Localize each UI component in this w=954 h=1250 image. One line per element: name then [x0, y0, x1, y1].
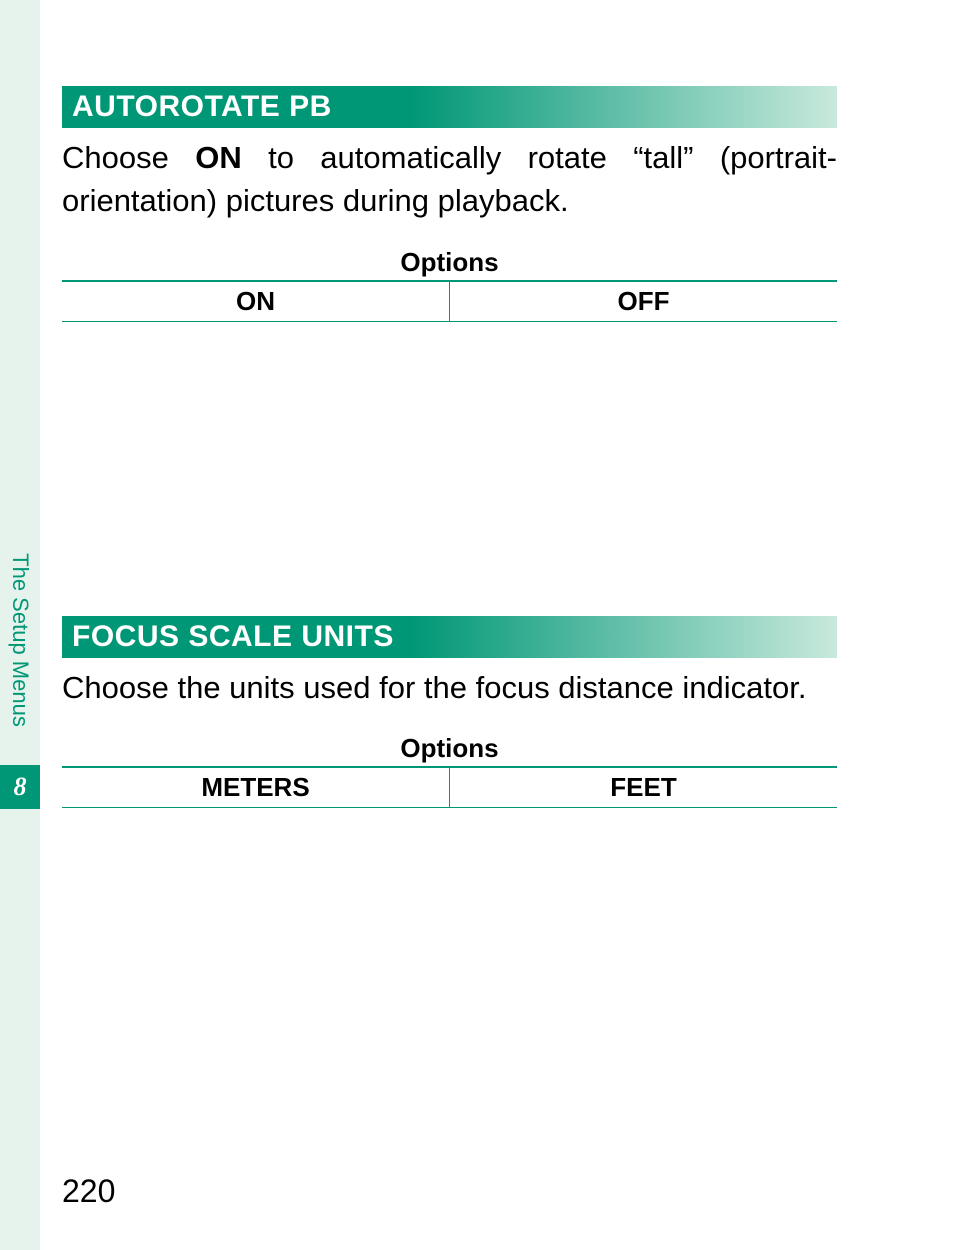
options-row: ON OFF — [62, 282, 837, 322]
section-description-focus-scale: Choose the units used for the focus dist… — [62, 666, 837, 709]
desc-pre: Choose — [62, 140, 195, 175]
desc-bold: ON — [195, 140, 242, 175]
chapter-tab: 8 — [0, 765, 40, 809]
option-off: OFF — [450, 282, 837, 321]
page-content: AUTOROTATE PB Choose ON to automatically… — [62, 86, 837, 808]
options-row: METERS FEET — [62, 768, 837, 808]
option-on: ON — [62, 282, 450, 321]
options-header: Options — [62, 247, 837, 282]
chapter-number: 8 — [14, 772, 27, 802]
sidebar-label: The Setup Menus — [7, 553, 33, 727]
option-feet: FEET — [450, 768, 837, 807]
options-header: Options — [62, 733, 837, 768]
section-title: AUTOROTATE PB — [72, 90, 332, 124]
page-number: 220 — [62, 1173, 115, 1210]
section-gap — [62, 322, 837, 616]
options-table-autorotate: Options ON OFF — [62, 247, 837, 322]
section-description-autorotate: Choose ON to automatically rotate “tall”… — [62, 136, 837, 223]
options-table-focus-scale: Options METERS FEET — [62, 733, 837, 808]
sidebar-label-wrap: The Setup Menus — [0, 530, 40, 750]
desc-pre: Choose the units used for the focus dist… — [62, 670, 806, 705]
section-title: FOCUS SCALE UNITS — [72, 620, 394, 654]
option-meters: METERS — [62, 768, 450, 807]
section-header-autorotate: AUTOROTATE PB — [62, 86, 837, 128]
section-header-focus-scale: FOCUS SCALE UNITS — [62, 616, 837, 658]
